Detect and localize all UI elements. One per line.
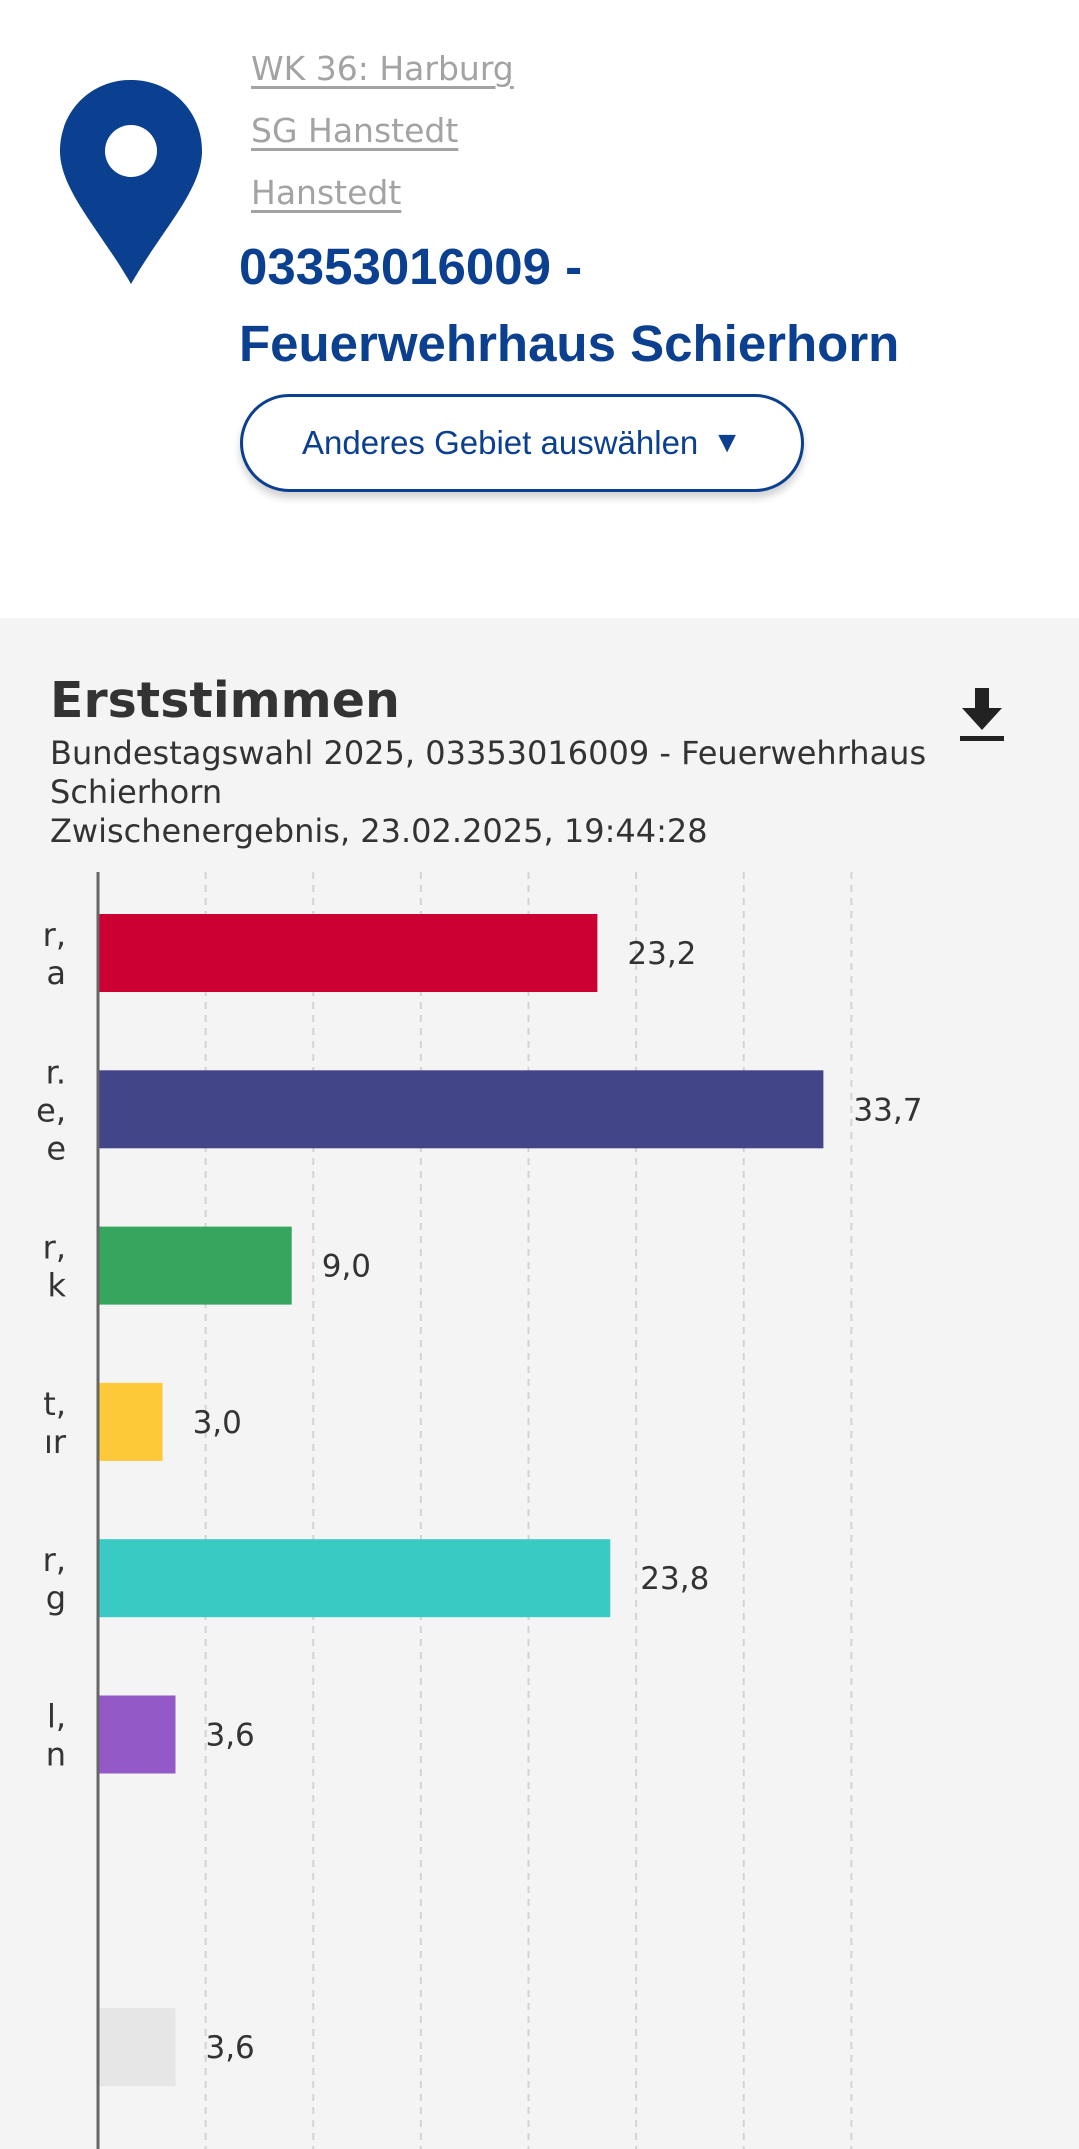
- category-label: l,: [47, 1698, 66, 1736]
- data-label: 3,0: [193, 1405, 242, 1441]
- bar: [98, 2008, 176, 2087]
- category-label: g: [46, 1579, 66, 1617]
- change-area-label: Anderes Gebiet auswählen: [302, 424, 699, 461]
- bar: [98, 1070, 824, 1149]
- change-area-button[interactable]: Anderes Gebiet auswählen ▼: [240, 394, 804, 492]
- chart-subtitle-line1: Bundestagswahl 2025, 03353016009 - Feuer…: [50, 734, 927, 772]
- data-label: 23,8: [640, 1561, 709, 1597]
- bar: [98, 1382, 163, 1461]
- category-label: n: [46, 1736, 66, 1774]
- category-label: a: [46, 954, 66, 992]
- chart-title: Erststimmen: [50, 672, 400, 729]
- data-label: 23,2: [627, 936, 696, 972]
- map-pin-icon: [60, 80, 202, 284]
- caret-down-icon: ▼: [712, 426, 742, 459]
- page-title: 03353016009 - Feuerwehrhaus Schierhorn: [239, 228, 1039, 382]
- chart-subtitle-line3: Zwischenergebnis, 23.02.2025, 19:44:28: [50, 812, 708, 850]
- download-icon[interactable]: [958, 686, 1006, 742]
- location-header: WK 36: Harburg SG Hanstedt Hanstedt 0335…: [0, 0, 1079, 618]
- chart-panel: Erststimmen Bundestagswahl 2025, 0335301…: [0, 618, 1079, 2149]
- bar: [98, 1695, 176, 1774]
- category-label: k: [47, 1267, 66, 1305]
- bar: [98, 1539, 611, 1618]
- category-label: r,: [43, 916, 66, 954]
- data-label: 9,0: [322, 1249, 371, 1285]
- breadcrumb-wahlkreis[interactable]: WK 36: Harburg: [251, 49, 514, 88]
- bar: [98, 914, 598, 992]
- breadcrumb-gemeinde-verband[interactable]: SG Hanstedt: [251, 111, 459, 150]
- category-label: t,: [43, 1385, 66, 1423]
- data-label: 3,6: [205, 2030, 254, 2066]
- category-label: e,: [36, 1091, 66, 1129]
- category-label: r,: [43, 1229, 66, 1267]
- breadcrumb: WK 36: Harburg SG Hanstedt Hanstedt: [251, 38, 514, 224]
- category-label: ır: [44, 1423, 67, 1461]
- chart-subtitle-line2: Schierhorn: [50, 773, 223, 811]
- bar: [98, 1226, 292, 1305]
- page-title-line2: Feuerwehrhaus Schierhorn: [239, 315, 900, 372]
- category-label: r,: [43, 1541, 66, 1579]
- bar-chart: r,a 23,2r.e,e33,7r,k 9,0t,ır 3,0r,g 23,8l,n 3…: [36, 872, 922, 2149]
- data-label: 33,7: [853, 1092, 922, 1128]
- breadcrumb-gemeinde[interactable]: Hanstedt: [251, 173, 402, 212]
- page-title-line1: 03353016009 -: [239, 238, 583, 295]
- category-label: r.: [46, 1053, 66, 1091]
- category-label: e: [46, 1129, 66, 1167]
- chart-subtitle: Bundestagswahl 2025, 03353016009 - Feuer…: [50, 734, 970, 851]
- data-label: 3,6: [205, 1718, 254, 1754]
